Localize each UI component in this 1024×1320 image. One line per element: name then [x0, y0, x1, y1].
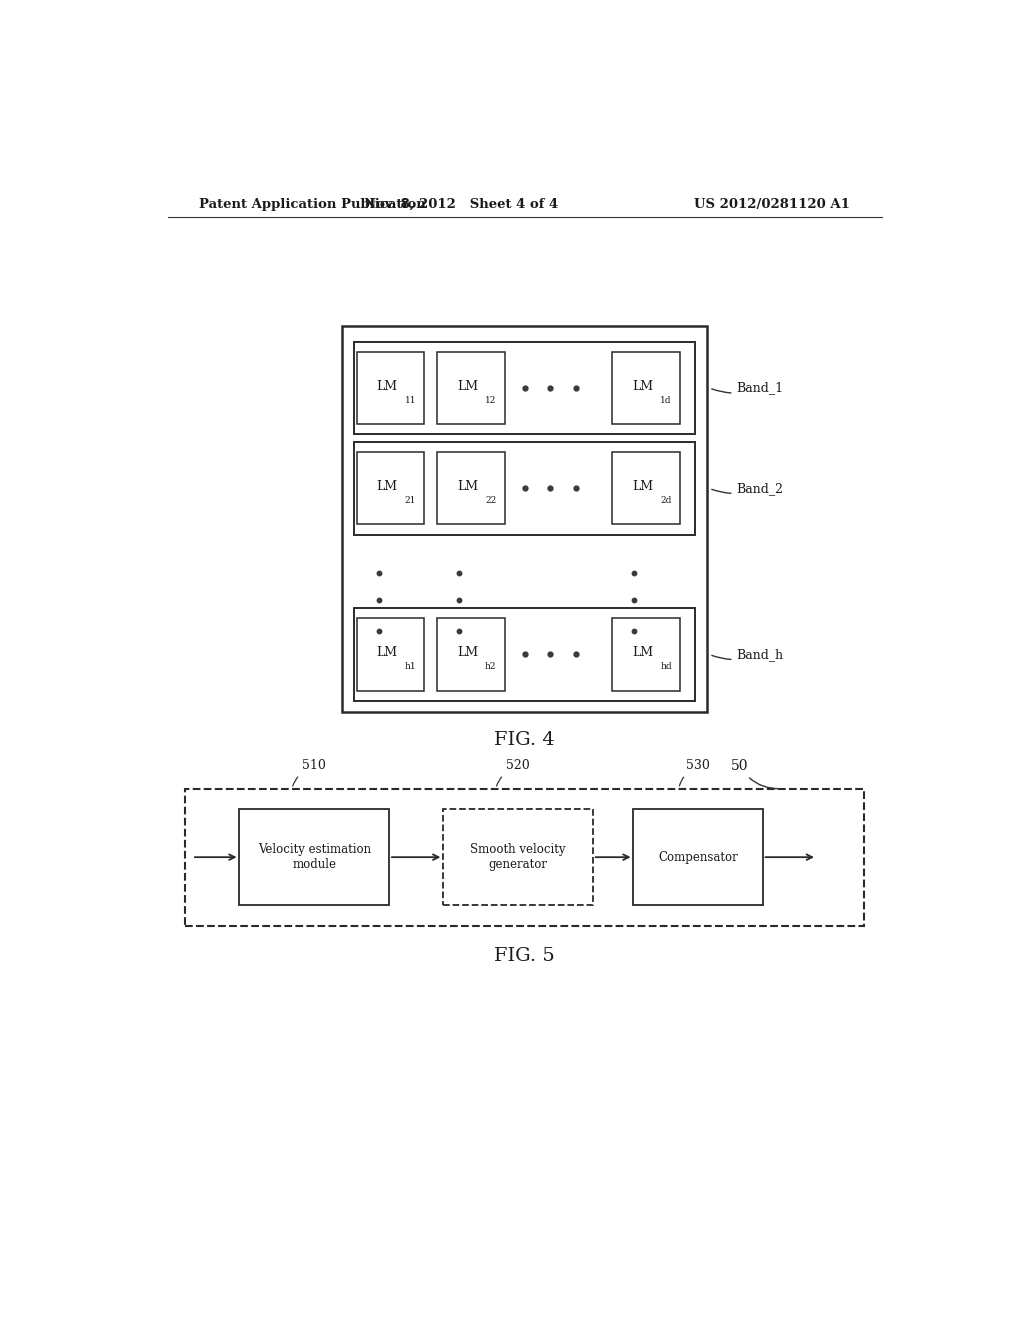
Bar	[612, 618, 680, 690]
Text: Compensator: Compensator	[658, 850, 738, 863]
Text: h2: h2	[485, 663, 497, 672]
Text: LM: LM	[632, 380, 653, 393]
Bar	[342, 326, 708, 713]
Bar	[357, 351, 424, 424]
Text: 21: 21	[404, 496, 416, 506]
Bar	[634, 809, 763, 906]
Text: 530: 530	[679, 759, 710, 785]
Text: LM: LM	[377, 380, 398, 393]
Bar	[185, 788, 864, 925]
Text: LM: LM	[457, 480, 478, 494]
Text: US 2012/0281120 A1: US 2012/0281120 A1	[694, 198, 850, 211]
Text: Smooth velocity
generator: Smooth velocity generator	[470, 843, 565, 871]
Text: LM: LM	[457, 647, 478, 660]
Bar	[357, 453, 424, 524]
Text: Band_2: Band_2	[712, 482, 783, 495]
Text: Patent Application Publication: Patent Application Publication	[200, 198, 426, 211]
Bar	[612, 453, 680, 524]
Text: LM: LM	[632, 647, 653, 660]
Text: LM: LM	[377, 480, 398, 494]
Text: 520: 520	[497, 759, 529, 785]
Bar	[354, 442, 695, 535]
Bar	[437, 453, 505, 524]
Text: LM: LM	[377, 647, 398, 660]
Text: 50: 50	[731, 759, 780, 788]
Text: Velocity estimation
module: Velocity estimation module	[258, 843, 371, 871]
Bar	[354, 609, 695, 701]
Bar	[437, 351, 505, 424]
Bar	[443, 809, 593, 906]
Text: LM: LM	[457, 380, 478, 393]
Text: 1d: 1d	[660, 396, 672, 405]
Bar	[354, 342, 695, 434]
Text: 11: 11	[404, 396, 417, 405]
Text: 22: 22	[485, 496, 497, 506]
Text: 510: 510	[293, 759, 327, 785]
Bar	[357, 618, 424, 690]
Bar	[437, 618, 505, 690]
Bar	[612, 351, 680, 424]
Text: Band_1: Band_1	[712, 381, 783, 395]
Text: 2d: 2d	[660, 496, 672, 506]
Text: FIG. 4: FIG. 4	[495, 731, 555, 748]
Text: LM: LM	[632, 480, 653, 494]
Text: Band_h: Band_h	[712, 648, 783, 661]
Bar	[240, 809, 389, 906]
Text: 12: 12	[485, 396, 497, 405]
Text: h1: h1	[404, 663, 417, 672]
Text: hd: hd	[660, 663, 672, 672]
Text: FIG. 5: FIG. 5	[495, 948, 555, 965]
Text: Nov. 8, 2012   Sheet 4 of 4: Nov. 8, 2012 Sheet 4 of 4	[365, 198, 558, 211]
